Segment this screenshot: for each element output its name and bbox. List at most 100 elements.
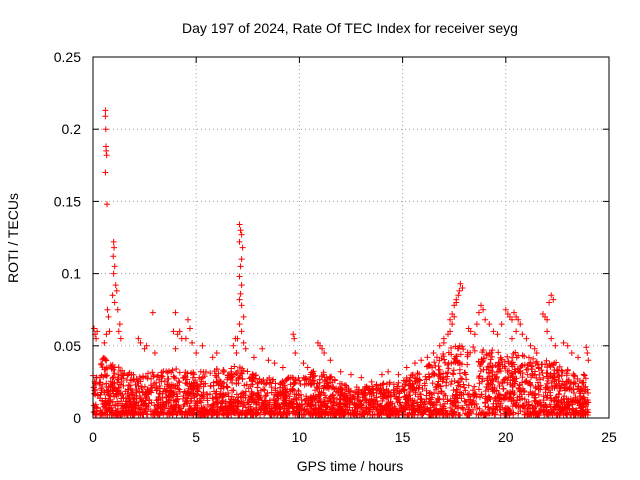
data-point: [103, 365, 110, 372]
data-point: [521, 389, 528, 396]
data-point: [470, 343, 477, 350]
x-tick-label: 25: [601, 429, 617, 445]
data-point: [559, 368, 566, 375]
data-point: [295, 387, 302, 394]
data-point: [236, 364, 243, 371]
data-point: [524, 371, 531, 378]
data-point: [232, 410, 239, 417]
data-point: [135, 335, 142, 342]
data-point: [163, 400, 170, 407]
data-point: [102, 107, 109, 114]
y-tick-label: 0.2: [62, 121, 82, 137]
data-point: [338, 386, 345, 393]
data-point: [433, 354, 440, 361]
data-point: [166, 397, 173, 404]
data-point: [469, 387, 476, 394]
data-point: [434, 395, 441, 402]
data-point: [515, 403, 522, 410]
data-point: [398, 408, 405, 415]
data-point: [247, 403, 254, 410]
data-point: [456, 366, 463, 373]
data-point: [312, 409, 319, 416]
data-point: [200, 411, 207, 418]
data-point: [455, 292, 462, 299]
data-point: [516, 387, 523, 394]
data-point: [213, 399, 220, 406]
data-point: [168, 369, 175, 376]
data-point: [258, 378, 265, 385]
data-point: [543, 408, 550, 415]
data-point: [406, 378, 413, 385]
data-point: [158, 369, 165, 376]
data-point: [117, 335, 124, 342]
data-point: [127, 399, 134, 406]
data-point: [217, 406, 224, 413]
data-point: [309, 374, 316, 381]
data-point: [377, 391, 384, 398]
data-point: [558, 372, 565, 379]
data-point: [585, 357, 592, 364]
axis-layer: 0 5 10 15 20 25 0 0.05 0.1 0.15 0.2 0.25: [54, 49, 617, 445]
data-point: [486, 406, 493, 413]
data-point: [421, 401, 428, 408]
grid-layer: [93, 57, 609, 418]
data-point: [365, 406, 372, 413]
data-point: [277, 390, 284, 397]
data-point: [229, 387, 236, 394]
data-point: [441, 356, 448, 363]
data-point: [219, 394, 226, 401]
data-point: [316, 408, 323, 415]
data-point: [116, 321, 123, 328]
data-point: [570, 381, 577, 388]
data-point: [224, 408, 231, 415]
data-point: [102, 405, 109, 412]
data-point: [159, 373, 166, 380]
data-point: [568, 411, 575, 418]
data-point: [121, 370, 128, 377]
data-point: [526, 411, 533, 418]
data-point: [230, 342, 237, 349]
data-point: [486, 321, 493, 328]
data-point: [436, 366, 443, 373]
data-point: [188, 369, 195, 376]
data-point: [533, 358, 540, 365]
data-point: [378, 371, 385, 378]
data-point: [373, 406, 380, 413]
data-point: [237, 263, 244, 270]
data-point: [120, 382, 127, 389]
y-axis-label: ROTI / TECUs: [5, 193, 21, 283]
data-point: [540, 403, 547, 410]
data-point: [252, 372, 259, 379]
data-point: [546, 401, 553, 408]
data-point: [564, 399, 571, 406]
data-point: [102, 126, 109, 133]
data-point: [503, 390, 510, 397]
data-point: [531, 405, 538, 412]
data-point: [319, 345, 326, 352]
data-point: [494, 331, 501, 338]
data-point: [187, 406, 194, 413]
data-point: [429, 380, 436, 387]
data-point: [104, 201, 111, 208]
data-point: [209, 401, 216, 408]
data-point: [387, 405, 394, 412]
data-point: [149, 309, 156, 316]
data-point: [558, 396, 565, 403]
data-point: [347, 392, 354, 399]
data-point: [531, 345, 538, 352]
data-point: [406, 388, 413, 395]
data-point: [114, 306, 121, 313]
data-point: [459, 376, 466, 383]
data-point: [549, 385, 556, 392]
data-point: [556, 411, 563, 418]
data-point: [146, 396, 153, 403]
data-point: [198, 405, 205, 412]
data-point: [531, 394, 538, 401]
chart-title: Day 197 of 2024, Rate Of TEC Index for r…: [182, 20, 518, 36]
data-point: [279, 384, 286, 391]
data-point: [283, 409, 290, 416]
data-point: [163, 393, 170, 400]
data-point: [235, 380, 242, 387]
data-point: [191, 382, 198, 389]
data-point: [303, 396, 310, 403]
